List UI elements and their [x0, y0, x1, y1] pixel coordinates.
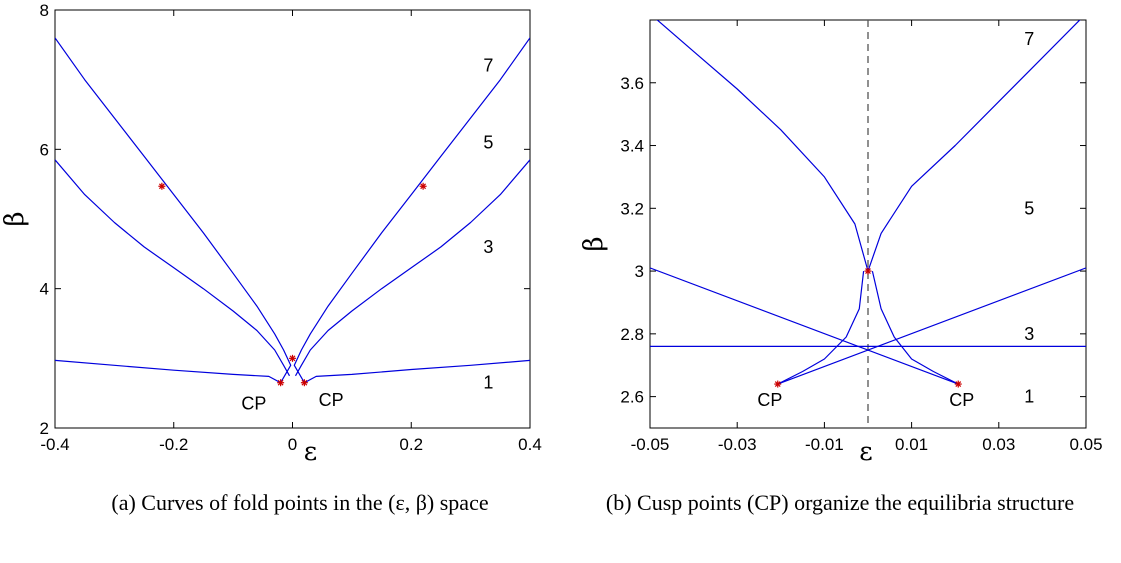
panel-a-annotation-4: CP [241, 394, 266, 414]
panel-b-curve-5 [656, 20, 869, 272]
panel-b-ytick-label: 3.4 [620, 137, 644, 156]
panel-b-curve-2 [777, 267, 1086, 385]
panel-b-ylabel: β [579, 236, 609, 251]
panel-b-marker-0-stroke [865, 268, 871, 274]
panel-a-marker-3 [277, 379, 285, 387]
panel-b-xtick-label: -0.03 [718, 435, 757, 454]
panel-a-plot-area [55, 37, 530, 384]
panel-a-ytick-label: 8 [40, 1, 49, 20]
panel-a-curve-5 [293, 37, 530, 384]
panel-b-plot-area [650, 20, 1086, 428]
panel-a-marker-2 [289, 354, 296, 362]
panel-b-curve-1 [650, 267, 959, 385]
panel-b-ytick-label: 2.8 [620, 325, 644, 344]
caption-b: (b) Cusp points (CP) organize the equili… [605, 490, 1075, 515]
panel-b-plot: -0.05 -0.03 -0.01 0.01 0.03 0.05 2.6 2.8 3 3.2 3.4… [579, 19, 1103, 467]
panel-a-xtick-label: 0.2 [399, 435, 423, 454]
panel-a-marker-0-stroke [158, 183, 165, 190]
panel-a-marker-3-stroke [277, 379, 284, 386]
panel-a-ytick-label: 2 [40, 419, 49, 438]
panel-b-ytick-label: 3.6 [620, 74, 644, 93]
panel-a-marker-4 [300, 379, 308, 387]
panel-b-marker-1-stroke [774, 381, 781, 387]
panel-a-annotation-0: 7 [483, 56, 493, 76]
panel-a-xtick-label: 0.4 [518, 435, 542, 454]
panel-a-annotation-5: CP [319, 390, 344, 410]
panel-a-annotation-3: 1 [483, 373, 493, 393]
panel-b-xlabel: ε [859, 437, 872, 467]
panel-b-annotation-1: 5 [1024, 198, 1034, 218]
panel-a-curve-1 [304, 359, 530, 384]
panel-b-xtick-label: -0.05 [631, 435, 670, 454]
panel-a-xtick-label: -0.4 [40, 435, 69, 454]
panel-a-curve-0 [55, 359, 281, 384]
panel-b-xtick-label: 0.03 [982, 435, 1015, 454]
panel-a-curve-4 [55, 37, 292, 384]
panel-b-xtick-label: 0.01 [895, 435, 928, 454]
panel-a-annotation-1: 5 [483, 132, 493, 152]
panel-b-curve-6 [867, 20, 1081, 272]
panel-b-ytick-label: 2.6 [620, 388, 644, 407]
panel-b-annotation-0: 7 [1024, 29, 1034, 49]
panel-b-curve-3 [777, 271, 865, 385]
panel-a-marker-2-stroke [289, 355, 296, 362]
panel-b-marker-2-stroke [955, 381, 962, 387]
panel-a-ytick-label: 6 [40, 140, 49, 159]
panel-a-curve-3 [294, 159, 530, 377]
panel-a-curve-2 [55, 159, 291, 377]
panel-a-marker-1 [419, 182, 427, 190]
panel-a-xtick-label: 0 [288, 435, 297, 454]
panel-a-marker-1-stroke [420, 183, 427, 190]
panel-b-annotation-2: 3 [1024, 324, 1034, 344]
panel-a-xtick-label: -0.2 [159, 435, 188, 454]
panel-b-ytick-label: 3.2 [620, 199, 644, 218]
panel-b-curve-4 [871, 270, 959, 385]
panel-a-ylabel: β [0, 211, 30, 226]
panel-a-marker-4-stroke [301, 379, 308, 386]
panel-a-xlabel: ε [304, 437, 317, 467]
panel-b-annotation-5: CP [949, 390, 974, 410]
panel-a-annotation-2: 3 [483, 237, 493, 257]
panel-a-marker-0 [158, 182, 166, 190]
panel-b-annotation-4: CP [757, 390, 782, 410]
panel-b-marker-0 [864, 267, 872, 275]
panel-b-ytick-label: 3 [635, 262, 644, 281]
panel-a-axes-box [54, 9, 531, 429]
panel-b-marker-2 [954, 380, 962, 388]
panel-b-xtick-label: 0.05 [1069, 435, 1102, 454]
caption-a: (a) Curves of fold points in the (ε, β) … [111, 490, 489, 515]
panel-b-marker-1 [774, 380, 782, 388]
panel-b-xtick-label: -0.01 [805, 435, 844, 454]
panel-a-ytick-label: 4 [40, 280, 49, 299]
panel-a-plot: -0.4 -0.2 0 0.2 0.4 2 4 6 8 ε β 7 5 3 1 CP CP [0, 1, 542, 467]
panel-b-annotation-3: 1 [1024, 387, 1034, 407]
